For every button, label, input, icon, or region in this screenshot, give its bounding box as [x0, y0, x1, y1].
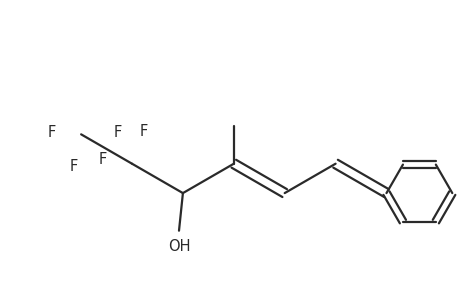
- Text: F: F: [113, 125, 122, 140]
- Text: F: F: [98, 152, 106, 166]
- Text: F: F: [69, 159, 77, 174]
- Text: F: F: [48, 125, 56, 140]
- Text: F: F: [140, 124, 148, 139]
- Text: OH: OH: [168, 238, 190, 253]
